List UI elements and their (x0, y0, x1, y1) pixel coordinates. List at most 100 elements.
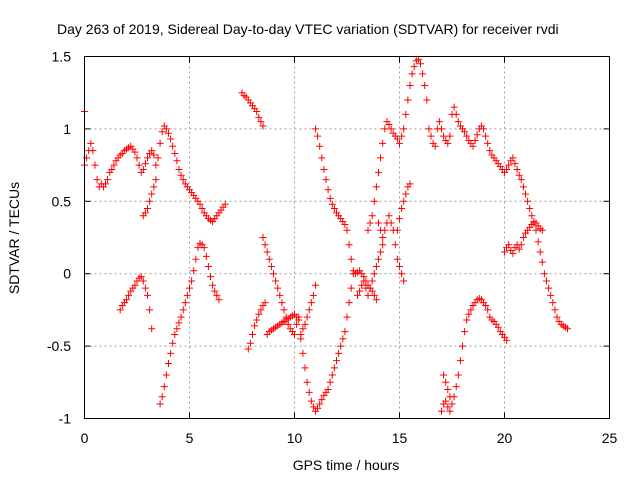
data-point (307, 299, 315, 307)
data-point (158, 393, 166, 401)
data-point (278, 299, 286, 307)
data-point (146, 306, 154, 314)
data-point (446, 407, 454, 415)
data-point (108, 165, 116, 173)
data-point (301, 364, 309, 372)
data-point (173, 325, 181, 333)
data-point (379, 234, 387, 241)
data-point (398, 205, 406, 213)
data-point (167, 135, 175, 143)
data-point (274, 284, 282, 292)
x-tick-label: 0 (81, 430, 89, 446)
data-point (169, 339, 177, 347)
data-point (150, 183, 158, 191)
data-point (347, 284, 355, 292)
data-point (519, 234, 527, 241)
data-point (330, 364, 338, 372)
data-point (536, 248, 544, 256)
data-point (549, 299, 557, 307)
data-point (473, 131, 481, 139)
data-point (303, 378, 311, 386)
data-point (333, 357, 340, 365)
data-point (316, 400, 324, 408)
data-point (366, 284, 374, 292)
data-point (513, 165, 521, 173)
series-s6 (244, 299, 269, 353)
data-point (141, 160, 149, 168)
series-s5 (238, 89, 267, 130)
data-point (456, 357, 464, 365)
series-s13 (393, 180, 414, 234)
data-point (375, 255, 382, 263)
data-point (303, 313, 311, 321)
data-point (146, 197, 154, 205)
data-point (213, 291, 221, 299)
x-tick-label: 20 (497, 430, 513, 446)
data-point (448, 400, 456, 408)
data-point (431, 142, 439, 150)
data-point (125, 291, 133, 299)
data-point (528, 212, 536, 220)
series-s10 (312, 125, 380, 304)
data-point (263, 248, 271, 256)
data-point (343, 226, 351, 234)
data-point (381, 125, 389, 133)
data-point (377, 154, 385, 162)
data-point (471, 136, 479, 144)
data-point (454, 371, 462, 379)
data-point (171, 331, 179, 339)
data-point (345, 299, 353, 307)
y-tick-label: 0.5 (52, 193, 72, 209)
y-tick-labels: -1 -0.5 0 0.5 1 1.5 (47, 49, 71, 427)
data-point (534, 238, 542, 246)
data-point (370, 291, 378, 299)
data-point (144, 291, 151, 299)
data-point (396, 215, 403, 223)
data-point (404, 96, 412, 104)
x-tick-label: 10 (287, 430, 303, 446)
data-point (328, 371, 336, 379)
data-point (414, 55, 422, 63)
data-point (305, 306, 313, 314)
data-point (446, 132, 454, 140)
data-point (347, 255, 355, 263)
data-point (181, 299, 189, 307)
data-point (307, 397, 315, 405)
data-point (328, 200, 336, 208)
data-point (299, 349, 307, 357)
data-point (393, 255, 401, 263)
data-point (393, 135, 401, 143)
data-point (454, 118, 462, 126)
data-point (370, 197, 378, 205)
y-tick-label: 1 (63, 121, 71, 137)
data-point (322, 176, 330, 184)
chart-title: Day 263 of 2019, Sidereal Day-to-day VTE… (57, 21, 559, 37)
data-point (538, 258, 546, 266)
data-point (503, 165, 511, 173)
data-point (469, 142, 477, 150)
data-point (89, 147, 97, 155)
data-point (246, 339, 254, 347)
data-point (509, 154, 517, 162)
data-point (158, 128, 166, 136)
series-s8 (263, 310, 303, 339)
data-point (356, 287, 364, 295)
data-point (259, 234, 267, 241)
data-point (375, 168, 382, 176)
data-point (444, 403, 452, 411)
data-point (417, 60, 424, 68)
data-point (463, 316, 471, 324)
data-point (387, 219, 395, 227)
data-point (123, 296, 130, 304)
data-point (526, 205, 534, 213)
data-point (152, 161, 160, 169)
data-point (396, 262, 403, 270)
data-point (87, 139, 95, 147)
series-s11 (364, 55, 431, 234)
series-s12 (375, 212, 408, 285)
data-point (139, 165, 147, 173)
data-point (253, 108, 261, 116)
data-point (551, 306, 559, 314)
data-point (169, 142, 177, 150)
